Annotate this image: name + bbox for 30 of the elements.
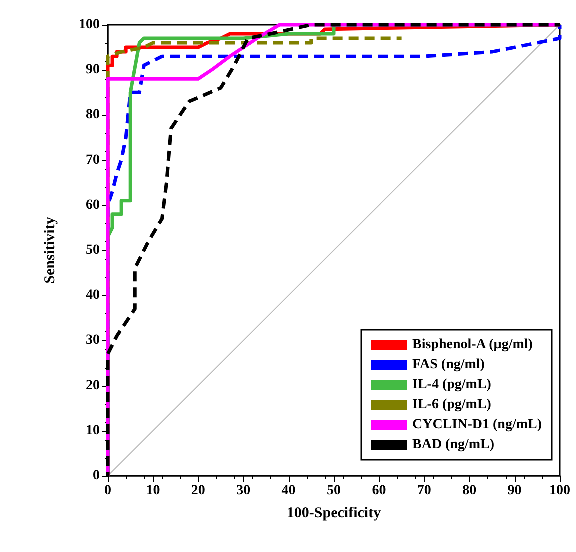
x-tick-label: 40: [282, 484, 296, 498]
x-tick-label: 30: [236, 484, 251, 498]
x-tick-label: 10: [146, 484, 160, 498]
x-tick-label: 20: [191, 484, 206, 498]
legend-label: Bisphenol-A (µg/ml): [412, 338, 534, 352]
legend-label: FAS (ng/ml): [412, 358, 486, 372]
y-tick-label: 80: [86, 108, 100, 123]
x-tick-label: 80: [462, 484, 477, 498]
y-tick-label: 50: [86, 243, 100, 258]
y-tick-label: 100: [79, 18, 100, 32]
y-tick-label: 10: [86, 423, 100, 438]
x-tick-label: 0: [104, 484, 112, 498]
x-tick-label: 70: [417, 484, 432, 498]
y-tick-label: 60: [86, 198, 100, 213]
legend-label: BAD (ng/mL): [412, 438, 495, 452]
x-tick-label: 60: [372, 484, 386, 498]
x-tick-label: 50: [327, 484, 341, 498]
x-tick-label: 90: [508, 484, 522, 498]
y-tick-label: 30: [86, 333, 100, 348]
legend-label: IL-6 (pg/mL): [412, 398, 492, 412]
legend-label: IL-4 (pg/mL): [412, 378, 492, 392]
legend-label: CYCLIN-D1 (ng/mL): [412, 418, 542, 432]
y-axis-title: Sensitivity: [42, 216, 58, 284]
x-tick-label: 100: [550, 484, 570, 498]
y-tick-label: 70: [86, 152, 100, 168]
x-axis-title: 100-Specificity: [286, 506, 382, 522]
y-tick-label: 40: [86, 288, 100, 304]
y-tick-label: 90: [86, 62, 100, 78]
y-tick-label: 0: [93, 468, 100, 484]
y-tick-label: 20: [86, 378, 100, 394]
